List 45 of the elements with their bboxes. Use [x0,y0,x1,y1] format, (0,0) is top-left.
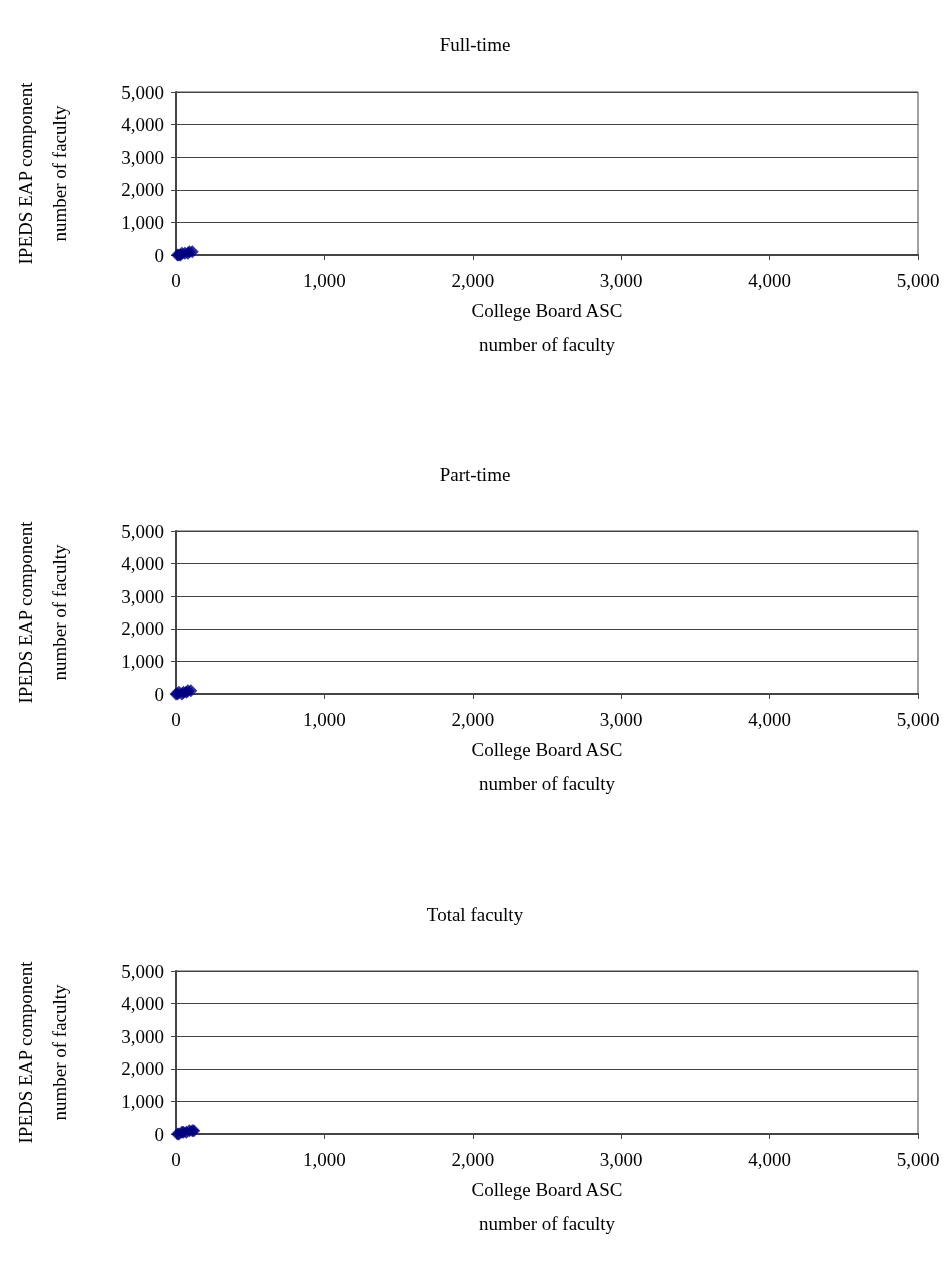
chart-title: Part-time [439,464,511,485]
y-tick-label: 4,000 [121,553,164,575]
y-tick-label: 4,000 [121,993,164,1015]
x-tick-label: 1,000 [303,709,346,730]
y-tick-label: 2,000 [121,618,164,640]
y-tick-label: 3,000 [121,585,164,607]
x-tick-label: 5,000 [896,1149,940,1170]
x-tick-label: 4,000 [748,709,791,730]
x-axis-title: College Board ASC number of faculty [471,299,623,355]
y-tick-label: 1,000 [121,211,164,233]
x-tick-label: 1,000 [303,1149,346,1170]
y-tick-label: 0 [154,244,164,266]
x-axis-title: College Board ASC number of faculty [471,738,623,794]
y-tick-label: 0 [154,683,164,705]
x-tick-label: 3,000 [599,270,643,291]
x-tick-label: 2,000 [451,709,495,730]
x-tick-label: 4,000 [748,270,791,291]
y-axis-title: IPEDS EAP component number of faculty [14,520,70,704]
x-tick-label: 3,000 [599,709,643,730]
y-tick-label: 2,000 [121,1058,164,1080]
y-axis-title: IPEDS EAP component number of faculty [14,960,70,1144]
y-tick-label: 1,000 [121,1090,164,1112]
x-tick-label: 5,000 [896,709,940,730]
x-tick-label: 2,000 [451,1149,495,1170]
x-tick-label: 1,000 [303,270,346,291]
x-tick-label: 4,000 [748,1149,791,1170]
chart-title: Full-time [439,34,511,55]
x-tick-label: 3,000 [599,1149,643,1170]
x-tick-label: 5,000 [896,270,940,291]
y-tick-label: 1,000 [121,650,164,672]
y-tick-label: 5,000 [121,81,164,103]
y-tick-label: 5,000 [121,960,164,982]
y-tick-label: 3,000 [121,1025,164,1047]
x-tick-label: 0 [171,270,181,291]
x-tick-label: 2,000 [451,270,495,291]
y-tick-label: 3,000 [121,146,164,168]
y-tick-label: 4,000 [121,114,164,136]
chart-title: Total faculty [426,904,524,925]
y-tick-label: 2,000 [121,179,164,201]
x-tick-label: 0 [171,1149,181,1170]
y-tick-label: 5,000 [121,520,164,542]
x-axis-title: College Board ASC number of faculty [471,1178,623,1234]
y-tick-label: 0 [154,1123,164,1145]
y-axis-title: IPEDS EAP component number of faculty [14,81,70,265]
x-tick-label: 0 [171,709,181,730]
